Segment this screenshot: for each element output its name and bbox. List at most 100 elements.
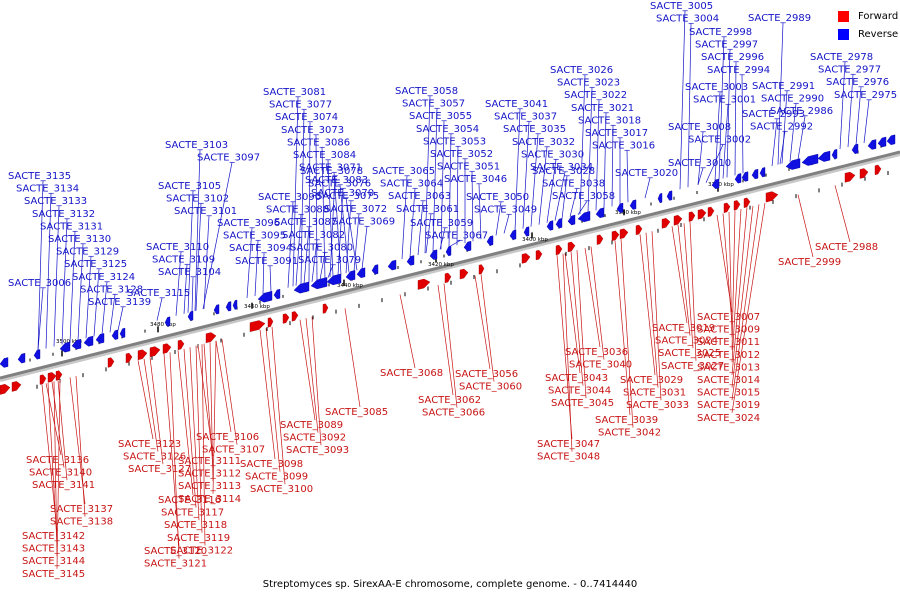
reverse-gene-label: SACTE_3091 [235,256,298,267]
forward-gene [0,383,11,395]
leader-line [731,210,736,350]
scale-label: 3460 kbp [244,304,270,310]
reverse-gene-label: SACTE_3109 [152,255,215,266]
leader-line [401,175,408,260]
forward-gene-label: SACTE_3098 [240,459,303,470]
reverse-gene [741,171,749,182]
leader-line [345,201,352,274]
reverse-gene-label: SACTE_2997 [695,40,758,51]
leader-line [714,91,721,181]
reverse-gene [71,338,82,350]
leader-line [308,122,311,283]
reverse-gene [293,281,310,294]
reverse-gene [310,277,328,290]
leader-line [292,96,299,287]
forward-gene [11,381,22,392]
leader-line [417,201,424,256]
reverse-gene-label: SACTE_3076 [308,179,371,190]
reverse-gene-label: SACTE_3101 [174,206,237,217]
reverse-gene-label: SACTE_3041 [485,99,548,110]
reverse-gene-label: SACTE_3026 [550,65,613,76]
reverse-gene [877,136,887,148]
reverse-gene [111,329,119,340]
leader-line [37,180,44,351]
reverse-gene-label: SACTE_3058 [395,86,458,97]
leader-line [538,146,548,225]
leader-line [577,201,588,216]
leader-line [246,227,253,299]
forward-gene-label: SACTE_3092 [283,433,346,444]
reverse-gene [801,153,819,166]
leader-line [194,149,201,312]
reverse-gene-label: SACTE_3131 [40,221,103,232]
reverse-gene-label: SACTE_3001 [693,95,756,106]
reverse-gene [232,299,238,310]
forward-gene [673,214,683,226]
leader-line [183,264,188,314]
reverse-gene-label: SACTE_3018 [578,115,641,126]
forward-gene-label: SACTE_3142 [22,531,85,542]
leader-line [556,255,573,440]
leader-line [265,328,281,472]
reverse-gene [429,249,438,260]
forward-gene-label: SACTE_3141 [32,480,95,491]
reverse-gene [273,288,281,300]
leader-line [789,103,797,162]
reverse-gene-label: SACTE_3016 [592,141,655,152]
forward-gene-label: SACTE_3136 [26,455,89,466]
leader-line [456,146,459,246]
forward-gene-label: SACTE_3111 [178,456,241,467]
reverse-gene-label: SACTE_2990 [761,94,824,105]
reverse-gene-label: SACTE_3008 [668,122,731,133]
reverse-gene [213,304,220,315]
leader-line [522,121,530,229]
reverse-gene [867,139,877,150]
reverse-gene-label: SACTE_2989 [748,13,811,24]
reverse-gene [371,264,379,275]
forward-gene-label: SACTE_3127 [128,464,191,475]
leader-line [85,256,92,339]
reverse-gene [326,273,342,286]
reverse-gene-label: SACTE_3063 [388,191,451,202]
reverse-gene-label: SACTE_3083 [305,175,368,186]
legend-forward: Forward [838,9,898,24]
forward-gene-label: SACTE_3019 [697,400,760,411]
scale-label: 3440 kbp [337,283,363,289]
leader-line [299,319,316,421]
scale-label: 3380 kbp [615,210,641,216]
forward-gene-label: SACTE_3045 [551,398,614,409]
leader-line [195,203,202,311]
leader-line [697,131,704,185]
leader-line [639,234,656,376]
reverse-gene-label: SACTE_3004 [656,14,719,25]
leader-line [209,342,214,482]
forward-gene [459,268,469,280]
reverse-gene-label: SACTE_3088 [266,205,329,216]
leader-line [215,340,232,433]
leader-line [37,287,44,351]
forward-gene-label: SACTE_3138 [50,517,113,528]
reverse-gene-label: SACTE_3005 [650,1,713,12]
scale-label: 3400 kbp [522,237,548,243]
leader-line [163,353,180,547]
leader-line [644,177,651,199]
reverse-gene-label: SACTE_2993 [742,109,805,120]
forward-gene-label: SACTE_3027 [661,361,724,372]
leader-line [311,316,322,446]
leader-line [425,213,432,254]
reverse-gene-label: SACTE_2978 [810,52,873,63]
forward-gene [137,349,148,361]
forward-gene [282,313,290,324]
leader-line [254,240,259,296]
leader-line [53,206,60,347]
leader-line [333,172,342,275]
forward-gene-label: SACTE_3048 [537,452,600,463]
reverse-gene [666,190,673,201]
leader-line [722,213,733,325]
reverse-gene [95,333,105,344]
leader-line [177,350,194,496]
leader-line [741,74,744,174]
forward-gene [39,374,47,385]
reverse-gene-label: SACTE_2991 [752,81,815,92]
forward-gene-label: SACTE_3143 [22,544,85,555]
